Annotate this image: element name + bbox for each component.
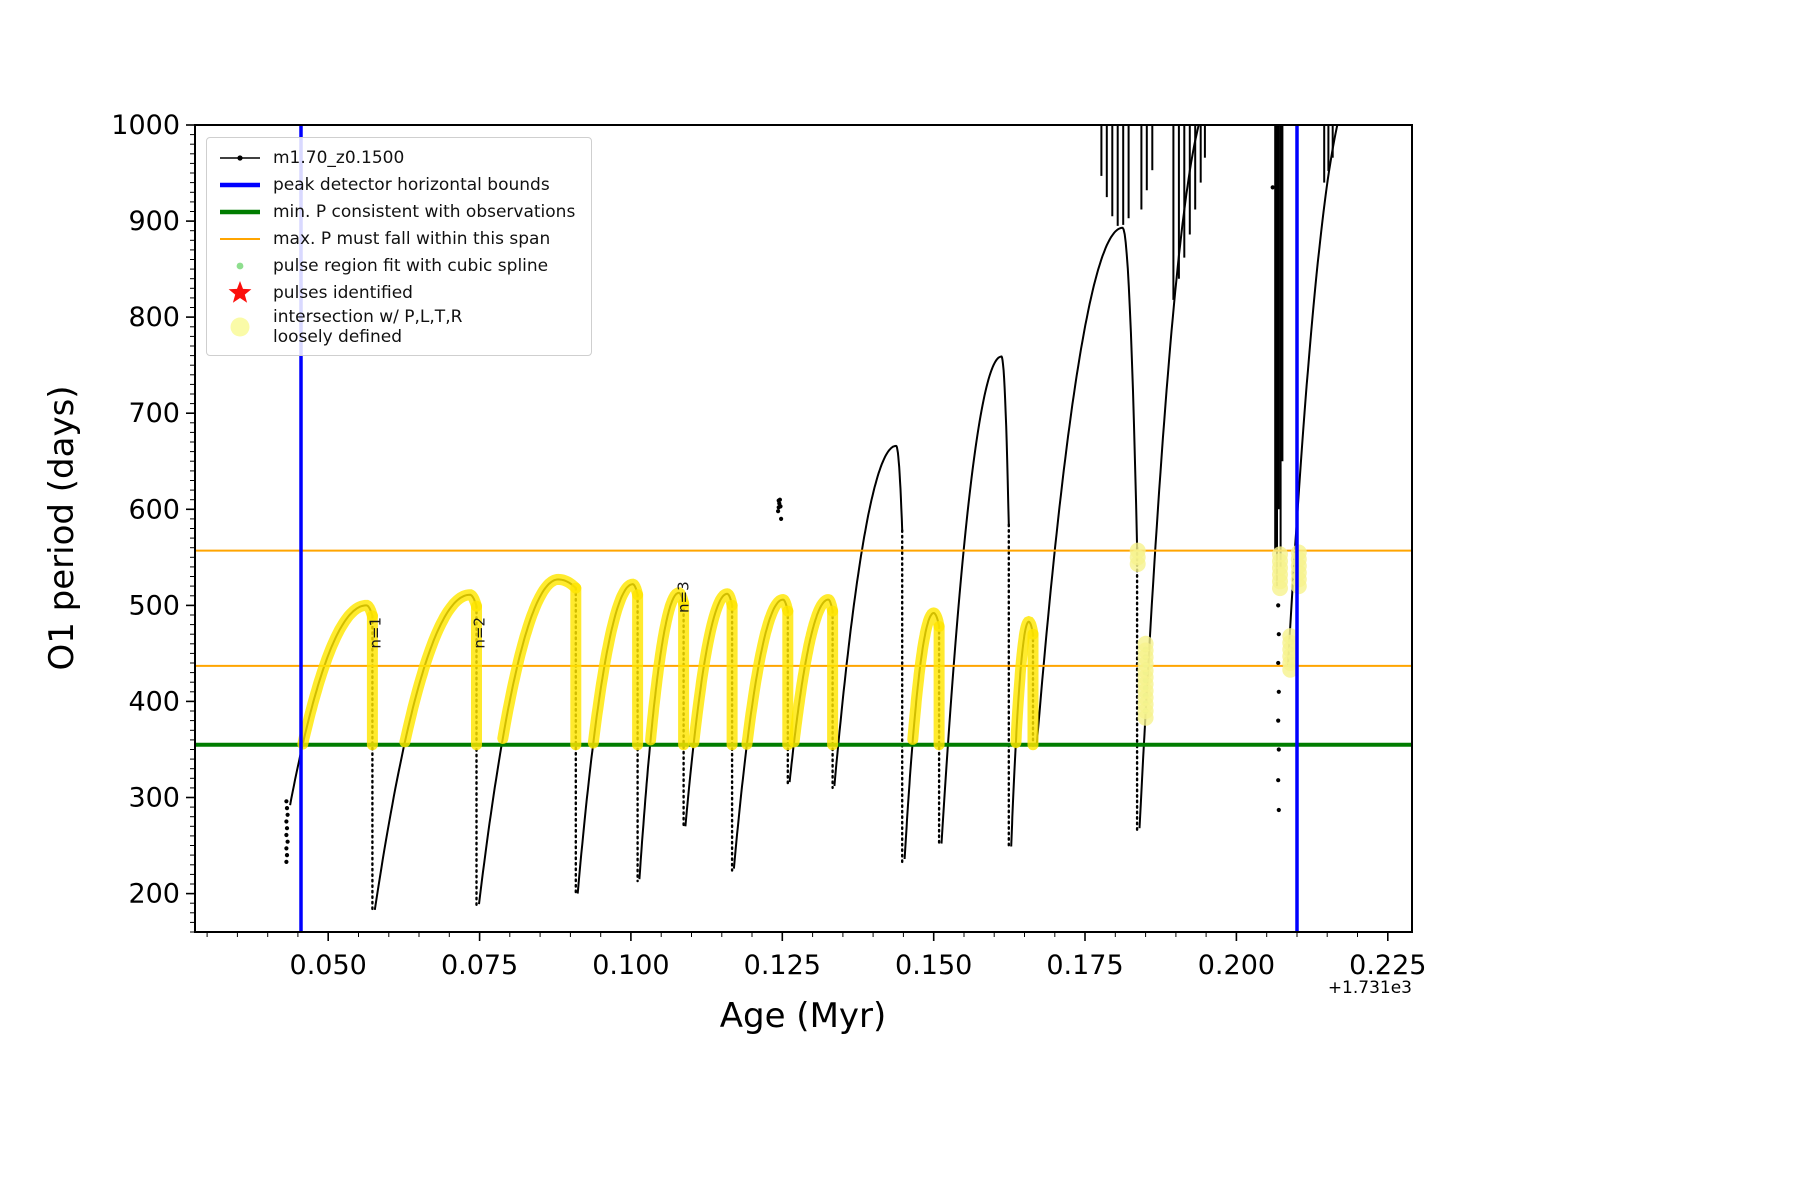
series-marker-icon	[217, 145, 263, 171]
svg-text:0.125: 0.125	[744, 950, 821, 981]
x-axis-offset-label: +1.731e3	[1327, 978, 1412, 998]
svg-text:1000: 1000	[111, 110, 180, 141]
svg-text:500: 500	[128, 590, 180, 621]
legend-item-pulses-identified: pulses identified	[217, 280, 575, 306]
svg-text:0.200: 0.200	[1198, 950, 1275, 981]
pulse-annotation: n=1	[366, 617, 384, 649]
legend-item-intersection: intersection w/ P,L,T,R loosely defined	[217, 307, 575, 348]
legend-item-min-period: min. P consistent with observations	[217, 199, 575, 225]
legend-item-peak-bounds: peak detector horizontal bounds	[217, 172, 575, 198]
min-period-marker-icon	[217, 199, 263, 225]
axes-frame	[194, 124, 1413, 933]
svg-text:700: 700	[128, 398, 180, 429]
peak-bounds-marker-icon	[217, 172, 263, 198]
svg-text:900: 900	[128, 206, 180, 237]
pulse-intersection-markers	[297, 542, 1307, 751]
pulses-identified-marker-icon	[217, 280, 263, 306]
svg-text:600: 600	[128, 494, 180, 525]
legend-item-spline-fit: pulse region fit with cubic spline	[217, 253, 575, 279]
y-axis-label: O1 period (days)	[42, 385, 82, 671]
svg-text:0.175: 0.175	[1046, 950, 1123, 981]
legend-label: min. P consistent with observations	[273, 201, 576, 222]
intersection-marker-icon	[217, 314, 263, 340]
svg-text:0.225: 0.225	[1349, 950, 1426, 981]
axis-ticks: 0.050 0.075 0.100 0.125 0.150 0.175 0.200 0.225…	[111, 110, 1426, 981]
svg-text:400: 400	[128, 686, 180, 717]
legend-label: peak detector horizontal bounds	[273, 174, 550, 195]
legend-label: intersection w/ P,L,T,R loosely defined	[273, 307, 463, 348]
legend-item-max-period-span: max. P must fall within this span	[217, 226, 575, 252]
svg-text:0.050: 0.050	[290, 950, 367, 981]
svg-text:200: 200	[128, 879, 180, 910]
svg-text:0.100: 0.100	[592, 950, 669, 981]
legend-label: pulses identified	[273, 282, 413, 303]
legend-label: pulse region fit with cubic spline	[273, 255, 549, 276]
spline-fit-marker-icon	[217, 253, 263, 279]
svg-text:0.150: 0.150	[895, 950, 972, 981]
pulse-annotation: n=3	[675, 581, 693, 613]
legend-label: m1.70_z0.1500	[273, 147, 405, 168]
pulse-annotation: n=2	[470, 617, 488, 649]
svg-text:800: 800	[128, 302, 180, 333]
x-axis-label: Age (Myr)	[719, 996, 887, 1036]
svg-text:300: 300	[128, 783, 180, 814]
legend-item-series: m1.70_z0.1500	[217, 145, 575, 171]
svg-text:0.075: 0.075	[441, 950, 518, 981]
legend-label: max. P must fall within this span	[273, 228, 551, 249]
max-period-span-marker-icon	[217, 226, 263, 252]
